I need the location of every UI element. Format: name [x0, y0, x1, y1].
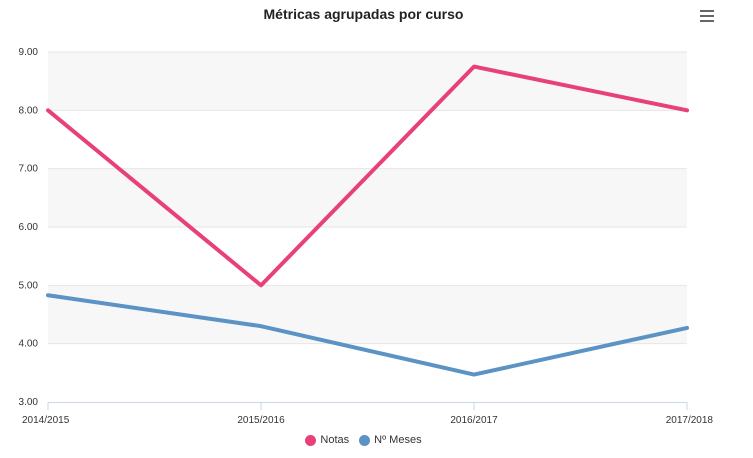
- legend-marker: [305, 434, 317, 446]
- legend-item[interactable]: Notas: [305, 434, 349, 446]
- grid-lines: [48, 51, 687, 345]
- legend: Notas Nº Meses: [0, 434, 727, 446]
- legend-item[interactable]: Nº Meses: [359, 434, 422, 446]
- plot-band: [48, 52, 687, 111]
- series-line: [46, 64, 689, 288]
- x-axis: 2014/2015 2015/2016 2016/2017 2017/2018: [22, 402, 713, 426]
- plot-bands: [48, 52, 687, 344]
- legend-marker: [359, 434, 371, 446]
- series-line: [46, 293, 689, 377]
- x-tick-label: 2016/2017: [450, 415, 498, 426]
- y-tick-label: 8.00: [19, 105, 39, 116]
- hamburger-menu-icon[interactable]: [697, 6, 719, 24]
- x-tick-label: 2015/2016: [237, 415, 285, 426]
- y-tick-label: 7.00: [19, 164, 39, 175]
- legend-label: Nº Meses: [374, 434, 422, 446]
- y-tick-label: 3.00: [19, 397, 39, 408]
- plot-band: [48, 285, 687, 344]
- x-tick-label: 2014/2015: [22, 415, 70, 426]
- y-axis-labels: 3.00 4.00 5.00 6.00 7.00 8.00 9.00: [19, 47, 39, 408]
- legend-label: Notas: [320, 434, 350, 446]
- y-tick-label: 5.00: [19, 280, 39, 291]
- y-tick-label: 4.00: [19, 339, 39, 350]
- y-tick-label: 9.00: [19, 47, 39, 58]
- chart-title: Métricas agrupadas por curso: [263, 6, 464, 22]
- y-tick-label: 6.00: [19, 222, 39, 233]
- series-lines: [46, 64, 689, 377]
- x-tick-label: 2017/2018: [666, 415, 714, 426]
